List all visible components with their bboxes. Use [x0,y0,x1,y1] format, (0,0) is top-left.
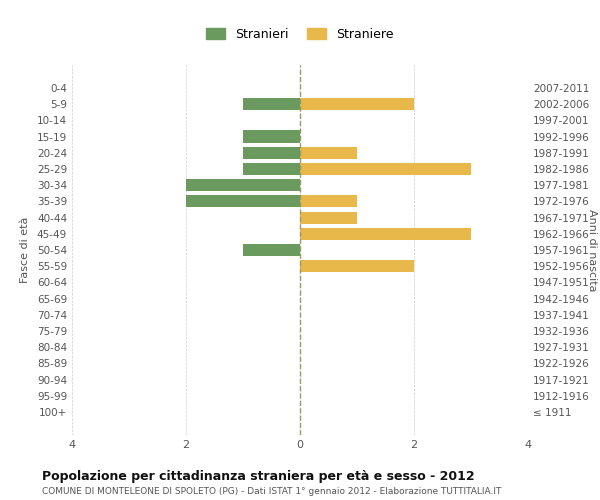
Bar [186,179,300,191]
Bar [300,260,414,272]
Bar [243,98,300,110]
Text: Popolazione per cittadinanza straniera per età e sesso - 2012: Popolazione per cittadinanza straniera p… [42,470,475,483]
Y-axis label: Fasce di età: Fasce di età [20,217,30,283]
Bar [300,212,357,224]
Y-axis label: Anni di nascita: Anni di nascita [587,209,596,291]
Bar [243,130,300,142]
Text: COMUNE DI MONTELEONE DI SPOLETO (PG) - Dati ISTAT 1° gennaio 2012 - Elaborazione: COMUNE DI MONTELEONE DI SPOLETO (PG) - D… [42,488,502,496]
Bar [300,196,357,207]
Bar [243,244,300,256]
Bar [300,163,471,175]
Legend: Stranieri, Straniere: Stranieri, Straniere [202,23,398,46]
Bar [243,163,300,175]
Bar [186,196,300,207]
Bar [243,146,300,159]
Bar [300,146,357,159]
Bar [300,98,414,110]
Bar [300,228,471,240]
